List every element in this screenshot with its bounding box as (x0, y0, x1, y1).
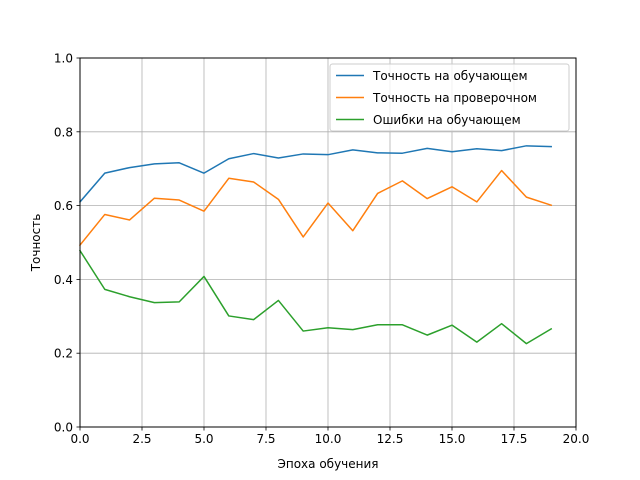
y-tick-label: 0.6 (54, 199, 73, 213)
y-tick-label: 0.8 (54, 125, 73, 139)
x-tick-label: 17.5 (501, 432, 528, 446)
y-tick-label: 0.2 (54, 347, 73, 361)
x-tick-label: 2.5 (132, 432, 151, 446)
x-tick-label: 5.0 (194, 432, 213, 446)
axis-ticks: 0.0 2.5 5.0 7.5 10.0 12.5 15.0 17.5 20.0 0.0 0.2 0.… (54, 52, 589, 447)
x-tick-label: 10.0 (315, 432, 342, 446)
x-tick-label: 20.0 (563, 432, 590, 446)
x-tick-label: 7.5 (256, 432, 275, 446)
legend-label: Ошибки на обучающем (373, 113, 521, 127)
series-line-1 (78, 145, 552, 203)
series-lines (78, 145, 553, 345)
legend-label: Точность на проверочном (372, 91, 537, 105)
legend-label: Точность на обучающем (372, 69, 528, 83)
series-line-2 (78, 169, 553, 247)
series-line-3 (78, 249, 553, 345)
x-tick-label: 0.0 (70, 432, 89, 446)
y-tick-label: 0.0 (54, 421, 73, 435)
y-tick-label: 0.4 (54, 273, 73, 287)
legend-box (329, 63, 570, 132)
y-tick-label: 1.0 (54, 52, 73, 66)
x-axis-label: Эпоха обучения (277, 457, 378, 471)
x-tick-label: 12.5 (377, 432, 404, 446)
x-tick-label: 15.0 (439, 432, 466, 446)
legend: Точность на обучающем Точность на проверо… (329, 63, 570, 132)
y-axis-label: Точность (29, 214, 43, 273)
